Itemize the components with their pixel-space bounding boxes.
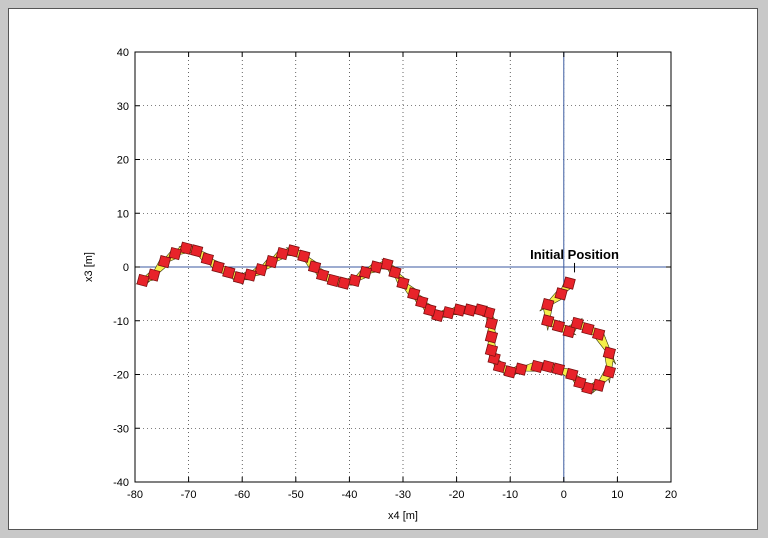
trajectory-marker <box>602 346 616 360</box>
y-tick-label: -30 <box>113 423 129 435</box>
trajectory-marker <box>157 255 172 269</box>
annotation-initial-position: Initial Position <box>530 247 619 262</box>
trajectory-marker <box>136 273 150 288</box>
trajectory-marker <box>243 268 257 282</box>
x-axis-label: x4 [m] <box>388 510 418 522</box>
x-tick-label: -30 <box>395 489 411 501</box>
y-tick-label: 20 <box>117 155 129 167</box>
trajectory-marker <box>602 365 616 379</box>
x-tick-label: 20 <box>665 489 677 501</box>
x-tick-label: -20 <box>449 489 465 501</box>
trajectory-marker <box>286 244 300 258</box>
trajectory-marker <box>337 276 351 290</box>
trajectory-marker <box>211 260 225 274</box>
trajectory-marker <box>452 303 466 317</box>
figure-frame: -80 -70 -60 -50 -40 -30 -20 -10 0 10 20 -40 -30 -20-… <box>8 8 758 530</box>
trajectory-marker <box>396 276 410 290</box>
trajectory-marker <box>254 263 268 277</box>
trajectory-marker <box>551 319 566 333</box>
y-tick-label: 0 <box>123 262 129 274</box>
trajectory-marker <box>592 378 606 392</box>
trajectory-marker <box>562 276 576 290</box>
trajectory-marker <box>326 273 340 288</box>
trajectory-marker <box>463 303 477 317</box>
x-tick-label: 0 <box>561 489 567 501</box>
trajectory-marker <box>592 327 606 341</box>
trajectory-marker <box>179 241 193 255</box>
trajectory-marker <box>581 322 595 336</box>
trajectory-marker <box>541 298 555 312</box>
trajectory-marker <box>265 255 279 269</box>
x-tick-label: -50 <box>288 489 304 501</box>
trajectory-marker <box>407 287 421 301</box>
y-axis-label: x3 [m] <box>83 252 95 282</box>
trajectory-marker <box>565 367 579 382</box>
trajectory-marker <box>369 260 383 274</box>
trajectory-marker <box>551 362 566 376</box>
x-tick-label: -80 <box>127 489 143 501</box>
plot-svg: -80 -70 -60 -50 -40 -30 -20 -10 0 10 20 -40-30-20-… <box>83 47 677 522</box>
x-tick-label: -60 <box>234 489 250 501</box>
trajectory-marker <box>388 265 402 279</box>
trajectory-marker <box>562 324 576 339</box>
trajectory-marker <box>307 260 322 274</box>
trajectory-marker <box>147 268 161 282</box>
trajectory-markers <box>136 241 616 395</box>
trajectory-marker <box>484 330 499 344</box>
trajectory-marker <box>358 265 373 279</box>
trajectory-marker <box>168 246 182 261</box>
x-tick-label: -70 <box>181 489 197 501</box>
y-tick-label: 10 <box>117 208 129 220</box>
x-tick-label: 10 <box>611 489 623 501</box>
trajectory-marker <box>275 246 290 261</box>
trajectory-marker <box>423 303 437 317</box>
trajectory-marker <box>484 316 499 331</box>
y-tick-label: 30 <box>117 101 129 113</box>
trajectory-marker <box>570 316 584 331</box>
trajectory-marker <box>541 359 555 374</box>
trajectory-marker <box>474 303 488 317</box>
trajectory-marker <box>380 257 394 271</box>
y-tick-label: -10 <box>113 316 129 328</box>
trajectory-marker <box>554 287 568 301</box>
trajectory-marker <box>514 362 528 376</box>
trajectory-marker <box>200 252 214 266</box>
trajectory-marker <box>297 249 311 263</box>
y-tick-label: 40 <box>117 47 129 59</box>
trajectory-marker <box>573 375 587 390</box>
trajectory-marker <box>222 265 236 279</box>
trajectory-marker <box>503 365 517 379</box>
trajectory-marker <box>190 244 204 258</box>
y-tick-label: -40 <box>113 477 129 489</box>
trajectory-marker <box>232 271 247 285</box>
x-tick-label: -40 <box>341 489 357 501</box>
x-tick-labels: -80 -70 -60 -50 -40 -30 -20 -10 0 10 20 <box>127 489 677 501</box>
y-tick-label: -20 <box>113 370 129 382</box>
trajectory-marker <box>315 268 330 282</box>
y-tick-labels: -40 -30 -20 -10 0 10 20 30 40 <box>113 47 129 489</box>
trajectory-marker <box>441 306 456 320</box>
x-tick-label: -10 <box>502 489 518 501</box>
tick-marks <box>134 51 672 483</box>
trajectory-marker <box>415 295 429 309</box>
trajectory-marker <box>484 343 499 357</box>
trajectory-marker <box>530 359 544 374</box>
trajectory-marker <box>348 273 362 288</box>
trajectory-marker <box>541 314 555 328</box>
